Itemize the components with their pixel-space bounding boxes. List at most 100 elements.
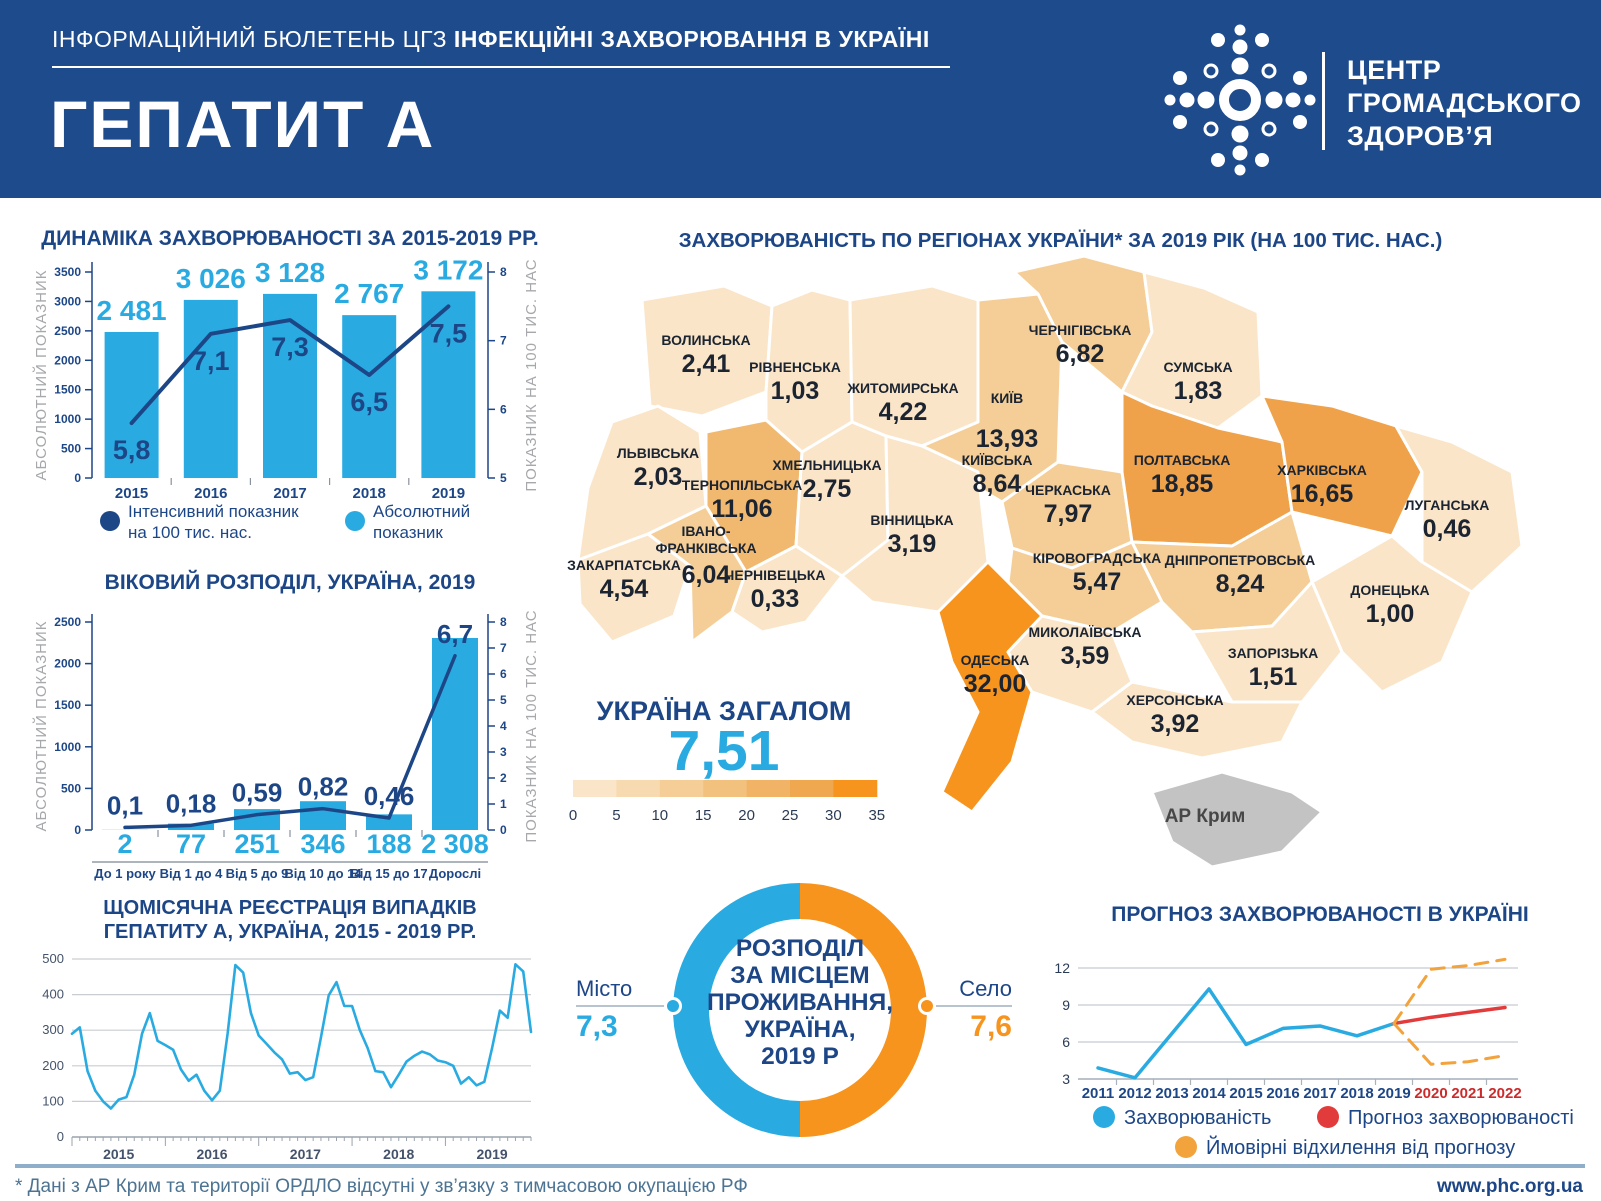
svg-text:АБСОЛЮТНИЙ ПОКАЗНИК: АБСОЛЮТНИЙ ПОКАЗНИК [32, 270, 50, 481]
svg-text:0,46: 0,46 [1423, 515, 1472, 543]
svg-text:3,19: 3,19 [888, 530, 937, 558]
svg-text:КИЇВ: КИЇВ [991, 390, 1024, 406]
monthly-chart-title-line: ГЕПАТИТУ А, УКРАЇНА, 2015 - 2019 РР. [103, 921, 477, 943]
svg-text:КІРОВОГРАДСЬКА: КІРОВОГРАДСЬКА [1033, 550, 1162, 566]
svg-text:РІВНЕНСЬКА: РІВНЕНСЬКА [749, 359, 841, 375]
ukraine-total-value: 7,51 [668, 719, 780, 783]
svg-text:2,03: 2,03 [634, 463, 683, 491]
svg-text:ЧЕРНІГІВСЬКА: ЧЕРНІГІВСЬКА [1029, 322, 1132, 338]
svg-text:3500: 3500 [54, 265, 81, 279]
bulletin-subtitle-regular: ІНФОРМАЦІЙНИЙ БЮЛЕТЕНЬ ЦГЗ [52, 26, 454, 52]
svg-text:0: 0 [569, 807, 577, 824]
svg-text:10: 10 [651, 807, 668, 824]
region-crimea [1150, 770, 1324, 869]
svg-text:1: 1 [500, 797, 507, 811]
svg-text:251: 251 [234, 829, 279, 859]
svg-text:2019: 2019 [477, 1146, 508, 1162]
svg-text:Інтенсивний показник: Інтенсивний показник [128, 502, 299, 521]
svg-text:500: 500 [61, 442, 81, 456]
svg-text:3: 3 [1062, 1071, 1070, 1087]
svg-text:9: 9 [1062, 997, 1070, 1013]
footer-url: www.phc.org.ua [1436, 1176, 1583, 1197]
ukraine-total-label: УКРАЇНА ЗАГАЛОМ [596, 696, 852, 726]
svg-text:1,03: 1,03 [771, 377, 820, 405]
svg-text:ХЕРСОНСЬКА: ХЕРСОНСЬКА [1126, 692, 1223, 708]
svg-text:2 481: 2 481 [97, 295, 167, 326]
svg-text:6,04: 6,04 [682, 561, 731, 589]
region-donetska [1310, 534, 1474, 694]
svg-text:6,82: 6,82 [1056, 340, 1105, 368]
page-title: ГЕПАТИТ А [50, 87, 436, 161]
svg-text:35: 35 [868, 807, 885, 824]
svg-text:6: 6 [500, 402, 507, 416]
svg-text:6,7: 6,7 [437, 619, 473, 649]
svg-text:2017: 2017 [1303, 1085, 1336, 1102]
svg-text:Від 5 до 9: Від 5 до 9 [226, 866, 289, 881]
svg-text:2021: 2021 [1451, 1085, 1484, 1102]
svg-text:1000: 1000 [54, 412, 81, 426]
logo-divider [1322, 52, 1325, 150]
svg-text:5: 5 [612, 807, 620, 824]
svg-text:КИЇВСЬКА: КИЇВСЬКА [962, 452, 1033, 468]
svg-text:2017: 2017 [290, 1146, 321, 1162]
header-band: ІНФОРМАЦІЙНИЙ БЮЛЕТЕНЬ ЦГЗ ІНФЕКЦІЙНІ ЗА… [0, 0, 1601, 198]
footer-note: * Дані з АР Крим та території ОРДЛО відс… [15, 1176, 748, 1197]
svg-text:15: 15 [695, 807, 712, 824]
svg-text:3 172: 3 172 [413, 254, 483, 285]
svg-text:2 308: 2 308 [421, 829, 489, 859]
svg-text:2,75: 2,75 [803, 475, 852, 503]
svg-text:8,64: 8,64 [973, 470, 1022, 498]
svg-text:7,97: 7,97 [1044, 500, 1093, 528]
svg-text:МИКОЛАЇВСЬКА: МИКОЛАЇВСЬКА [1028, 624, 1141, 640]
svg-text:2011: 2011 [1082, 1085, 1115, 1102]
svg-text:ЗАКАРПАТСЬКА: ЗАКАРПАТСЬКА [567, 557, 681, 573]
svg-text:ПРОЖИВАННЯ,: ПРОЖИВАННЯ, [707, 989, 893, 1016]
svg-text:3 026: 3 026 [176, 263, 246, 294]
svg-text:200: 200 [42, 1058, 64, 1073]
svg-text:13,93: 13,93 [976, 425, 1039, 453]
svg-text:2013: 2013 [1155, 1085, 1188, 1102]
svg-text:2022: 2022 [1488, 1085, 1521, 1102]
svg-text:6,5: 6,5 [350, 387, 388, 417]
svg-text:2020: 2020 [1414, 1085, 1447, 1102]
svg-text:2018: 2018 [383, 1146, 414, 1162]
svg-text:0: 0 [57, 1129, 64, 1144]
dynamics-chart-plot: 0 500 1000 1500 2000 2500 3000 3500 5 6 7 8 АБСОЛЮТН… [32, 254, 540, 542]
svg-text:2 767: 2 767 [334, 278, 404, 309]
subtitle-rule [52, 66, 950, 68]
svg-text:РОЗПОДІЛ: РОЗПОДІЛ [736, 935, 864, 962]
svg-text:ОДЕСЬКА: ОДЕСЬКА [961, 652, 1030, 668]
svg-text:4,22: 4,22 [879, 398, 928, 426]
svg-text:1,51: 1,51 [1249, 663, 1298, 691]
svg-text:2018: 2018 [353, 485, 386, 502]
svg-text:8,24: 8,24 [1216, 570, 1265, 598]
svg-text:400: 400 [42, 987, 64, 1002]
org-name-line: ЦЕНТР [1347, 55, 1442, 85]
ukraine-map: ВОЛИНСЬКА 2,41 РІВНЕНСЬКА 1,03 ЖИТОМИРСЬКА 4,… [567, 254, 1524, 869]
svg-text:ПОКАЗНИК НА 100 ТИС. НАС: ПОКАЗНИК НА 100 ТИС. НАС [523, 258, 540, 491]
svg-text:АР Крим: АР Крим [1165, 806, 1246, 827]
svg-text:на 100 тис. нас.: на 100 тис. нас. [128, 523, 252, 542]
svg-text:0,59: 0,59 [232, 778, 283, 808]
svg-text:25: 25 [782, 807, 799, 824]
region-zakarpatska [576, 532, 692, 644]
svg-text:АБСОЛЮТНИЙ ПОКАЗНИК: АБСОЛЮТНИЙ ПОКАЗНИК [32, 621, 50, 832]
svg-text:2: 2 [500, 771, 507, 785]
svg-text:2: 2 [117, 829, 132, 859]
svg-text:3 128: 3 128 [255, 257, 325, 288]
monthly-chart: 100 200 300 400 500 0 2015 2016 2017 2018 2019 [42, 951, 533, 1162]
svg-text:3000: 3000 [54, 294, 81, 308]
svg-text:5: 5 [500, 693, 507, 707]
svg-text:ХМЕЛЬНИЦЬКА: ХМЕЛЬНИЦЬКА [772, 457, 881, 473]
svg-text:6: 6 [500, 667, 507, 681]
svg-text:1,83: 1,83 [1174, 377, 1223, 405]
svg-text:20: 20 [738, 807, 755, 824]
svg-text:30: 30 [825, 807, 842, 824]
svg-text:8: 8 [500, 615, 507, 629]
org-name-line: ЗДОРОВ’Я [1347, 121, 1494, 151]
svg-text:7,3: 7,3 [271, 332, 309, 362]
monthly-chart-title: ЩОМІСЯЧНА РЕЄСТРАЦІЯ ВИПАДКІВ ГЕПАТИТУ А… [30, 896, 550, 944]
svg-text:7,3: 7,3 [576, 1010, 618, 1043]
monthly-chart-plot: 100 200 300 400 500 0 2015 2016 2017 2018 2019 [42, 951, 533, 1162]
